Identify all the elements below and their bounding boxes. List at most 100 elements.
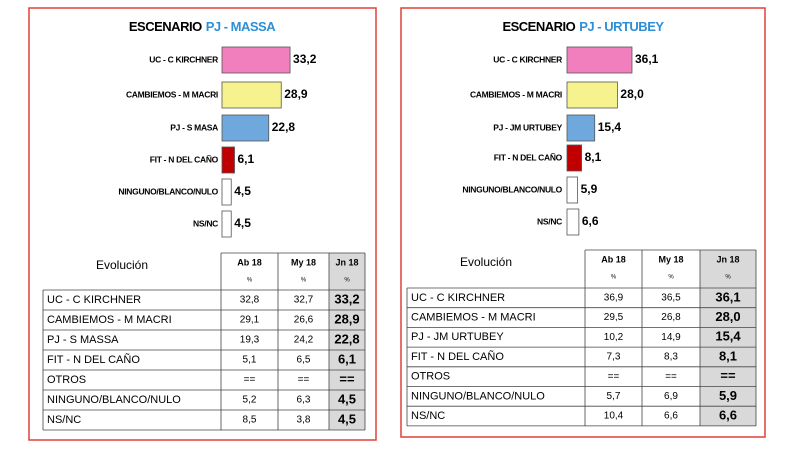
cell-value: 4,5 [338,411,356,426]
title-part: PJ - MASSA [206,19,277,34]
cell-value: 15,4 [715,329,741,344]
column-header: Jn 18 [335,257,358,267]
title-part: PJ - URTUBEY [579,19,664,34]
column-header: Ab 18 [237,257,262,267]
column-header: My 18 [658,254,683,264]
cell-value: == [339,371,355,386]
cell-value: 6,6 [719,407,737,422]
cell-value: 5,7 [607,391,621,402]
table-header: Evolución [460,255,512,269]
value-label: 28,9 [284,87,308,101]
cell-value: == [298,375,310,386]
category-label: FIT - N DEL CAÑO [494,152,563,162]
cell-value: == [665,371,677,382]
cell-value: 8,1 [719,348,737,363]
cell-value: 6,5 [297,355,311,366]
column-unit: % [725,275,731,281]
chart-title: ESCENARIO PJ - MASSA [129,19,276,34]
cell-value: == [244,375,256,386]
bar [566,176,579,204]
column-header: Ab 18 [601,254,626,264]
cell-value: 10,2 [604,332,624,343]
row-label: PJ - JM URTUBEY [411,331,504,343]
cell-value: 29,5 [604,312,624,323]
cell-value: 32,7 [294,295,314,306]
bar [221,210,232,238]
cell-value: 6,9 [664,391,678,402]
bar [566,208,580,236]
cell-value: 5,9 [719,388,737,403]
cell-value: 5,2 [243,395,257,406]
value-label: 36,1 [635,52,659,66]
value-label: 15,4 [598,120,622,134]
category-label: NS/NC [537,216,562,226]
row-label: NS/NC [47,414,81,426]
cell-value: 6,1 [338,351,356,366]
column-unit: % [344,278,350,284]
cell-value: 7,3 [607,352,621,363]
bar [566,114,596,142]
row-label: UC - C KIRCHNER [47,294,141,306]
row-label: OTROS [411,371,450,383]
category-label: NINGUNO/BLANCO/NULO [118,186,218,196]
column-unit: % [247,278,253,284]
column-header: Jn 18 [716,254,739,264]
value-label: 4,5 [234,216,251,230]
panel-border [400,7,766,438]
row-label: FIT - N DEL CAÑO [411,350,504,363]
bar [566,46,633,74]
row-label: NS/NC [411,410,445,422]
cell-value: 5,1 [243,355,257,366]
column-unit: % [301,278,307,284]
column-unit: % [668,275,674,281]
row-label: UC - C KIRCHNER [411,292,505,304]
title-part: ESCENARIO [502,19,575,34]
cell-value: 10,4 [604,411,624,422]
column-header: My 18 [291,257,316,267]
bar [221,114,270,142]
row-label: CAMBIEMOS - M MACRI [47,314,172,326]
cell-value: 33,2 [334,291,359,306]
row-label: NINGUNO/BLANCO/NULO [47,394,181,406]
cell-value: 24,2 [294,335,314,346]
title-part: ESCENARIO [129,19,202,34]
table-header: Evolución [96,258,148,272]
cell-value: 28,0 [715,309,740,324]
category-label: UC - C KIRCHNER [149,54,218,64]
category-label: FIT - N DEL CAÑO [150,154,219,164]
panel-border [28,7,377,441]
cell-value: 6,3 [297,395,311,406]
cell-value: 6,6 [664,411,678,422]
value-label: 28,0 [620,87,644,101]
bar [566,81,618,109]
cell-value: 8,3 [664,352,678,363]
value-label: 22,8 [272,120,296,134]
bar [566,144,582,172]
value-label: 4,5 [234,184,251,198]
cell-value: 26,6 [294,315,314,326]
category-label: NS/NC [193,218,218,228]
row-label: PJ - S MASSA [47,334,119,346]
cell-value: 26,8 [661,312,681,323]
category-label: CAMBIEMOS - M MACRI [470,89,562,99]
cell-value: 36,1 [715,289,740,304]
category-label: NINGUNO/BLANCO/NULO [462,184,562,194]
category-label: PJ - S MASA [170,122,218,132]
bar [221,81,282,109]
cell-value: 36,9 [604,292,624,303]
cell-value: 22,8 [334,331,359,346]
cell-value: 4,5 [338,391,356,406]
cell-value: 29,1 [240,315,260,326]
row-label: FIT - N DEL CAÑO [47,353,140,366]
category-label: CAMBIEMOS - M MACRI [126,89,218,99]
row-label: NINGUNO/BLANCO/NULO [411,390,545,402]
value-label: 8,1 [585,150,602,164]
value-label: 33,2 [293,52,317,66]
chart-title: ESCENARIO PJ - URTUBEY [502,19,664,34]
column-unit: % [611,275,617,281]
row-label: OTROS [47,374,86,386]
cell-value: 3,8 [297,415,311,426]
cell-value: 19,3 [240,335,260,346]
